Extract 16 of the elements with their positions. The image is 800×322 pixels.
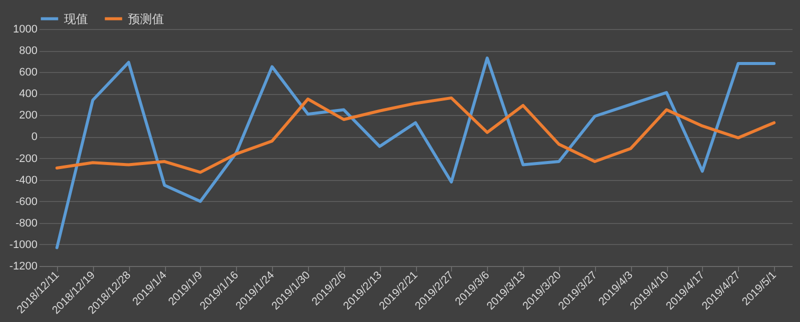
y-tick-label: 0 bbox=[31, 131, 38, 144]
y-tick-label: -1000 bbox=[9, 238, 38, 251]
y-tick-label: 800 bbox=[19, 45, 38, 58]
y-tick-label: 400 bbox=[19, 88, 38, 100]
y-tick-label: 200 bbox=[19, 110, 38, 122]
legend-label: 预测值 bbox=[128, 12, 164, 26]
y-tick-label: -800 bbox=[15, 217, 38, 230]
y-tick-label: 1000 bbox=[13, 24, 38, 36]
line-series bbox=[55, 96, 776, 174]
y-tick-label: -600 bbox=[15, 196, 38, 208]
y-tick-label: 600 bbox=[19, 66, 38, 79]
y-tick-label: -400 bbox=[15, 174, 38, 186]
legend-label: 现值 bbox=[64, 12, 88, 26]
line-series bbox=[55, 56, 776, 250]
y-tick-label: -1200 bbox=[9, 260, 38, 272]
y-tick-label: -200 bbox=[15, 152, 38, 165]
